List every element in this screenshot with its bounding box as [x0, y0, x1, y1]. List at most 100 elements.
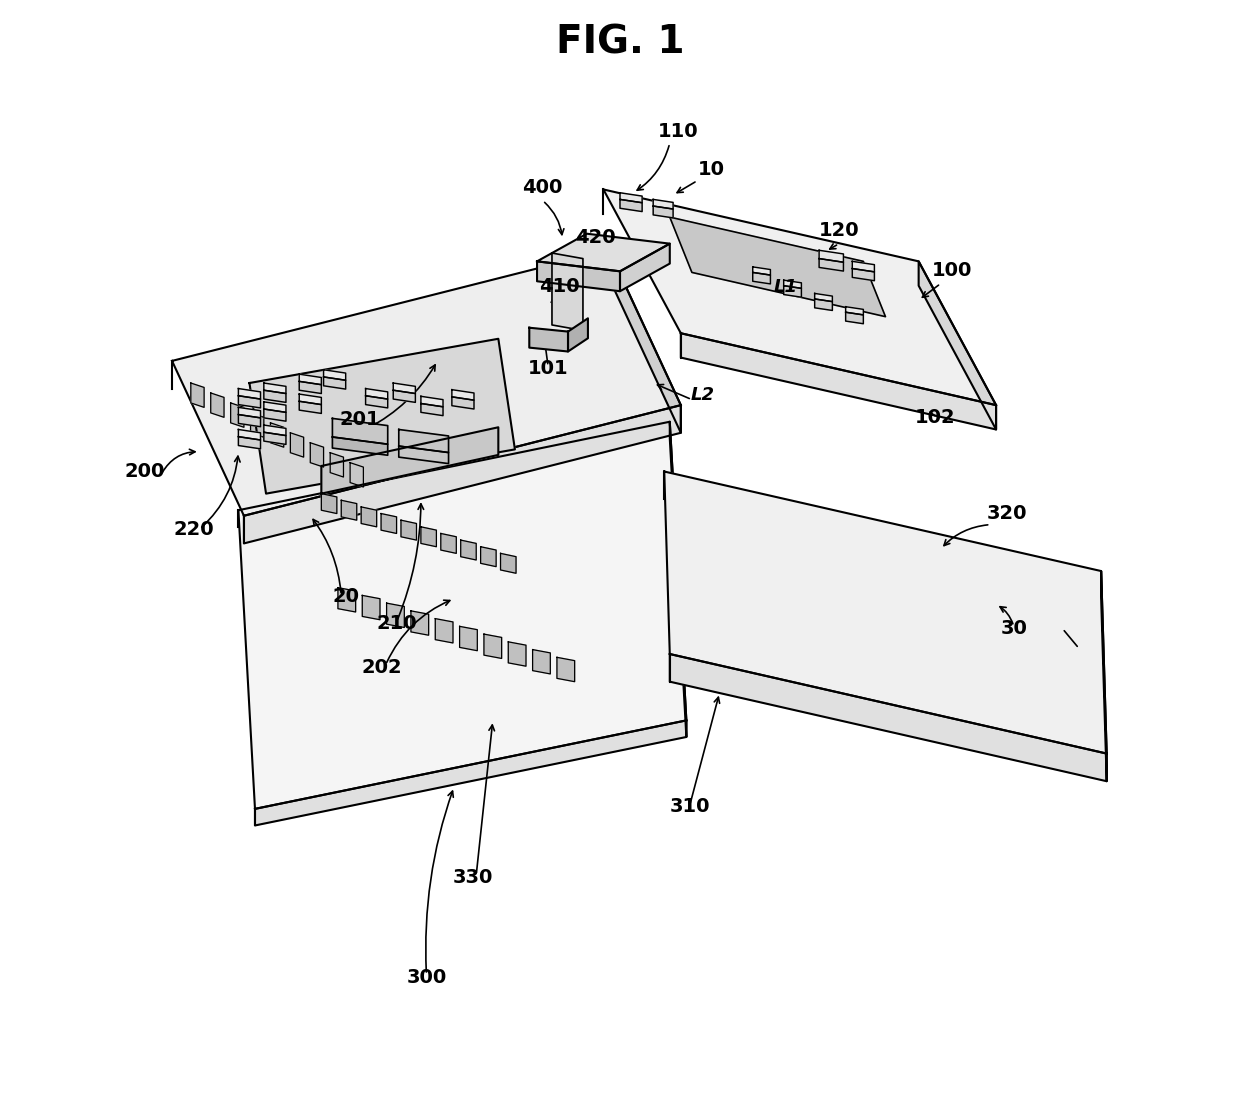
Polygon shape — [244, 405, 681, 543]
Polygon shape — [393, 390, 415, 402]
Text: 210: 210 — [376, 614, 417, 633]
Text: 120: 120 — [818, 221, 859, 240]
Polygon shape — [238, 389, 260, 399]
Polygon shape — [753, 272, 770, 283]
Polygon shape — [172, 250, 681, 515]
Polygon shape — [815, 293, 832, 301]
Polygon shape — [250, 413, 264, 437]
Polygon shape — [451, 390, 474, 400]
Polygon shape — [681, 334, 996, 429]
Polygon shape — [820, 259, 843, 271]
Polygon shape — [231, 403, 244, 427]
Polygon shape — [381, 514, 397, 533]
Polygon shape — [508, 642, 526, 666]
Polygon shape — [255, 720, 687, 825]
Text: L2: L2 — [691, 385, 715, 403]
Polygon shape — [238, 414, 260, 427]
Polygon shape — [420, 526, 436, 547]
Polygon shape — [238, 408, 260, 418]
Polygon shape — [211, 393, 224, 418]
Text: 400: 400 — [522, 178, 563, 197]
Polygon shape — [191, 383, 205, 408]
Polygon shape — [552, 253, 583, 330]
Text: 320: 320 — [987, 504, 1028, 523]
Polygon shape — [350, 463, 363, 487]
Polygon shape — [264, 432, 286, 445]
Text: FIG. 1: FIG. 1 — [556, 24, 684, 62]
Polygon shape — [670, 217, 885, 317]
Polygon shape — [420, 396, 443, 407]
Polygon shape — [290, 432, 304, 457]
Text: 220: 220 — [174, 520, 215, 539]
Polygon shape — [533, 650, 551, 674]
Polygon shape — [410, 610, 429, 635]
Polygon shape — [264, 426, 286, 436]
Polygon shape — [820, 250, 843, 262]
Polygon shape — [310, 442, 324, 467]
Polygon shape — [1101, 571, 1106, 782]
Text: 20: 20 — [332, 587, 360, 606]
Polygon shape — [852, 261, 874, 272]
Polygon shape — [435, 618, 453, 643]
Polygon shape — [670, 654, 1106, 782]
Polygon shape — [620, 199, 642, 212]
Polygon shape — [529, 328, 568, 352]
Text: 10: 10 — [698, 160, 725, 179]
Polygon shape — [238, 422, 687, 809]
Polygon shape — [670, 422, 687, 737]
Text: 410: 410 — [539, 278, 579, 297]
Text: 330: 330 — [453, 868, 494, 887]
Text: 200: 200 — [124, 463, 165, 482]
Text: 310: 310 — [670, 797, 711, 816]
Polygon shape — [451, 396, 474, 409]
Polygon shape — [557, 657, 574, 682]
Polygon shape — [604, 189, 996, 405]
Polygon shape — [341, 501, 357, 520]
Polygon shape — [339, 588, 356, 612]
Polygon shape — [238, 429, 260, 440]
Polygon shape — [299, 374, 321, 384]
Polygon shape — [299, 382, 321, 393]
Polygon shape — [321, 494, 337, 514]
Polygon shape — [919, 261, 996, 429]
Text: 201: 201 — [340, 410, 381, 429]
Polygon shape — [264, 409, 286, 421]
Polygon shape — [846, 307, 863, 315]
Polygon shape — [665, 472, 1106, 754]
Text: 101: 101 — [528, 360, 568, 379]
Polygon shape — [784, 280, 801, 288]
Polygon shape — [852, 269, 874, 281]
Polygon shape — [568, 318, 588, 352]
Polygon shape — [299, 401, 321, 413]
Polygon shape — [460, 626, 477, 651]
Polygon shape — [264, 390, 286, 402]
Polygon shape — [324, 377, 346, 389]
Polygon shape — [264, 402, 286, 412]
Text: 202: 202 — [362, 657, 403, 676]
Polygon shape — [264, 383, 286, 393]
Polygon shape — [784, 286, 801, 297]
Text: 100: 100 — [931, 261, 972, 280]
Polygon shape — [366, 395, 388, 408]
Polygon shape — [393, 383, 415, 393]
Polygon shape — [481, 547, 496, 567]
Polygon shape — [653, 199, 673, 209]
Polygon shape — [249, 338, 515, 494]
Text: 300: 300 — [407, 968, 446, 987]
Polygon shape — [324, 370, 346, 381]
Polygon shape — [399, 429, 449, 452]
Polygon shape — [620, 244, 670, 291]
Polygon shape — [401, 520, 417, 540]
Polygon shape — [815, 299, 832, 310]
Polygon shape — [484, 634, 502, 659]
Polygon shape — [330, 452, 343, 477]
Text: 30: 30 — [1001, 619, 1027, 638]
Polygon shape — [753, 267, 770, 276]
Polygon shape — [399, 446, 449, 464]
Polygon shape — [366, 389, 388, 399]
Polygon shape — [238, 437, 260, 449]
Text: 110: 110 — [658, 122, 699, 141]
Text: 420: 420 — [575, 227, 616, 246]
Polygon shape — [440, 533, 456, 553]
Polygon shape — [461, 540, 476, 560]
